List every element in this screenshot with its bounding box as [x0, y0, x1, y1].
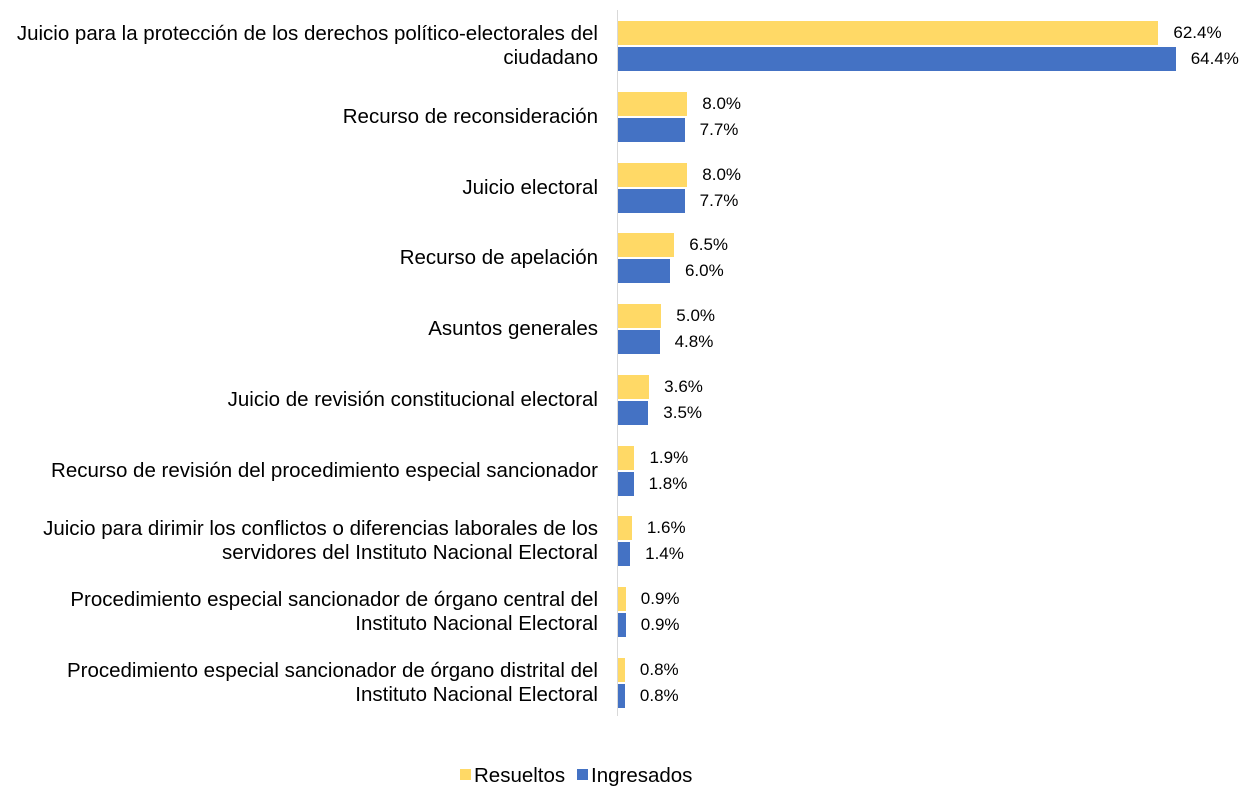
- bar: [618, 657, 625, 682]
- value-label: 1.6%: [646, 518, 686, 538]
- legend-label: Resueltos: [474, 764, 566, 787]
- value-label: 8.0%: [702, 93, 742, 113]
- value-label: 4.8%: [674, 332, 714, 351]
- bar: [618, 445, 635, 470]
- bar: [618, 516, 632, 541]
- bar: [618, 330, 660, 354]
- bar: [618, 304, 662, 328]
- bar: [618, 117, 685, 142]
- value-label: 64.4%: [1190, 49, 1239, 68]
- value-label: 62.4%: [1173, 23, 1222, 42]
- value-label: 3.5%: [663, 402, 703, 422]
- value-label: 0.8%: [639, 685, 679, 705]
- category-label: Asuntos generales: [428, 317, 598, 340]
- bar: [618, 613, 626, 637]
- value-label: 8.0%: [702, 164, 742, 184]
- bar: [618, 587, 626, 611]
- bar: [618, 471, 634, 496]
- bar: [618, 21, 1159, 45]
- value-label: 3.6%: [664, 376, 703, 396]
- category-label: Juicio de revisión constitucional electo…: [227, 387, 598, 411]
- category-label: Procedimiento especial sancionador de ór…: [66, 658, 598, 706]
- bar: [618, 683, 625, 708]
- value-label: 6.5%: [689, 235, 729, 255]
- category-label: Juicio para dirimir los conflictos o dif…: [43, 517, 598, 565]
- value-label: 0.9%: [640, 589, 680, 608]
- axis-line: [617, 10, 618, 716]
- category-label: Recurso de apelación: [399, 246, 598, 270]
- value-label: 1.9%: [649, 447, 689, 467]
- category-label: Recurso de reconsideración: [342, 104, 598, 128]
- legend-label: Ingresados: [591, 764, 693, 787]
- value-label: 1.8%: [648, 473, 688, 493]
- category-label: Recurso de revisión del procedimiento es…: [51, 458, 598, 482]
- bar: [618, 542, 631, 567]
- category-label: Procedimiento especial sancionador de ór…: [70, 588, 598, 635]
- value-label: 7.7%: [699, 190, 739, 210]
- bar: [618, 374, 650, 399]
- value-label: 7.7%: [699, 119, 739, 139]
- legend-swatch: [460, 769, 471, 780]
- bar: [618, 188, 685, 213]
- value-label: 0.8%: [639, 659, 679, 679]
- value-label: 0.9%: [640, 615, 680, 634]
- bar: [618, 162, 688, 187]
- legend-swatch: [577, 769, 588, 780]
- value-label: 6.0%: [684, 261, 724, 281]
- bar: [618, 233, 675, 258]
- bar: [618, 91, 688, 116]
- bar: [618, 400, 649, 425]
- bar: [618, 47, 1176, 71]
- bar: [618, 259, 670, 284]
- value-label: 5.0%: [676, 306, 716, 325]
- value-label: 1.4%: [645, 544, 684, 564]
- category-label: Juicio para la protección de los derecho…: [16, 22, 598, 69]
- category-label: Juicio electoral: [462, 175, 598, 199]
